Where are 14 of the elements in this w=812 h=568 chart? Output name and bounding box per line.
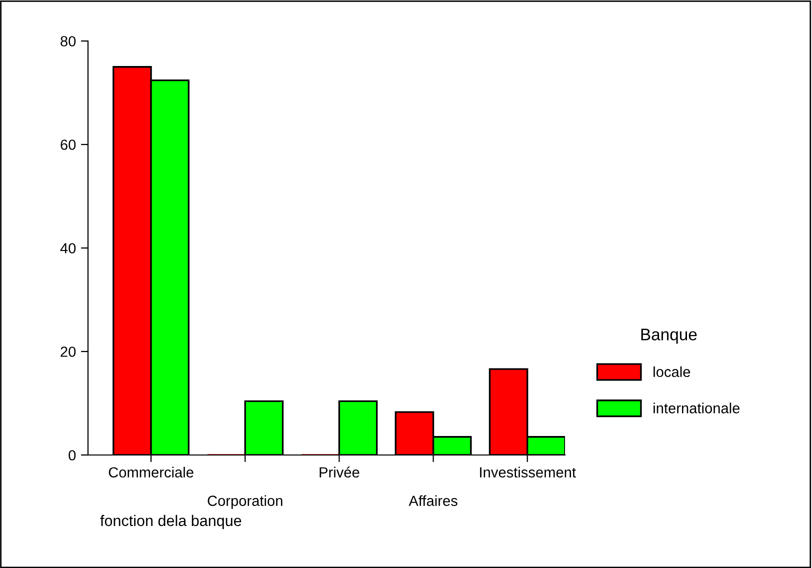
legend-label: internationale [654, 402, 740, 414]
x-tick-label: Affaires [408, 495, 458, 506]
y-tick-label: 20 [60, 346, 76, 357]
y-tick-label: 60 [60, 140, 76, 150]
x-tick-label: Privée [320, 466, 360, 478]
x-tick-label: Commerciale [108, 466, 194, 478]
x-tick-label: Investissement [480, 466, 576, 478]
y-tick-label: 80 [60, 36, 76, 46]
x-tick-label: Corporation [208, 495, 282, 509]
legend-title: Banque [641, 328, 697, 344]
x-axis-title: fonction dela banque [100, 514, 242, 530]
legend-label: locale [654, 366, 690, 378]
y-tick-label: 40 [60, 243, 76, 254]
y-tick-label: 0 [68, 450, 76, 460]
